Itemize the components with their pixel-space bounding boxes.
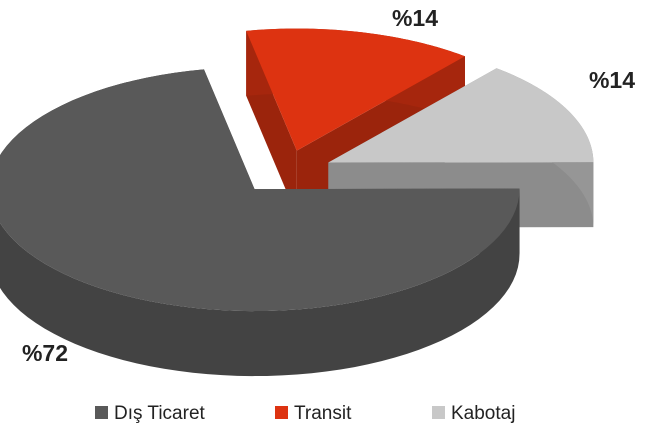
slice-top [328, 68, 594, 163]
slice-top [0, 69, 520, 312]
legend-swatch [275, 406, 288, 419]
legend-label: Transit [294, 403, 352, 424]
legend-label: Kabotaj [451, 403, 515, 424]
data-label: %14 [392, 5, 438, 31]
slice [0, 69, 520, 377]
legend-swatch [432, 406, 445, 419]
legend-swatch [95, 406, 108, 419]
slice-top [246, 28, 465, 151]
legend-label: Dış Ticaret [114, 403, 206, 424]
data-label: %14 [589, 67, 635, 93]
data-label: %72 [22, 340, 68, 366]
